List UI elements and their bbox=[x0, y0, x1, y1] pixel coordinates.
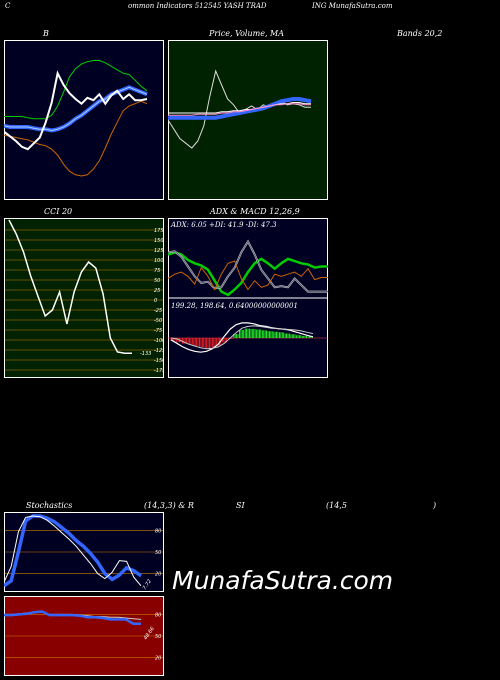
cci-panel: 175 150 125 100 75 50 25 0 -25 -50 -75 -100 -125 -150… bbox=[4, 218, 164, 378]
cci-tick-label: -100 bbox=[154, 338, 164, 344]
title-bands: Bands 20,2 bbox=[397, 29, 443, 38]
rsi-line bbox=[4, 610, 141, 626]
title-rsi-params: (14,5 bbox=[326, 501, 347, 510]
cci-tick-label: -175 bbox=[154, 368, 164, 374]
ma-pink-line bbox=[168, 103, 311, 116]
cci-tick-label: 175 bbox=[154, 228, 164, 234]
adx-panel: ADX: 6.05 +DI: 41.9 -DI: 47.3 199.28, 198… bbox=[168, 218, 328, 378]
title-price: Price, Volume, MA bbox=[209, 29, 285, 38]
cci-tick-label: -25 bbox=[154, 308, 162, 314]
ma-blue-line bbox=[168, 97, 312, 120]
adx-values-text: ADX: 6.05 +DI: 41.9 -DI: 47.3 bbox=[170, 221, 277, 229]
cci-tick-label: 25 bbox=[154, 288, 160, 294]
stochastics-tick-label: 20 bbox=[155, 572, 161, 578]
rsi-tick-label: 80 bbox=[155, 612, 161, 618]
rsi-tick-label: 20 bbox=[155, 656, 161, 662]
title-close-paren: ) bbox=[433, 501, 437, 510]
title-adx: ADX & MACD 12,26,9 bbox=[210, 207, 300, 216]
cci-tick-label: 150 bbox=[154, 238, 164, 244]
title-stoch-params: (14,3,3) & R bbox=[144, 501, 194, 510]
price-panel bbox=[168, 40, 328, 200]
header-right: ING MunafaSutra.com bbox=[312, 2, 393, 10]
signal-line bbox=[170, 325, 314, 350]
plus-di-inner bbox=[168, 240, 328, 292]
stoch-k-line bbox=[4, 515, 142, 587]
macd-values-text: 199.28, 198.64, 0.64000000000001 bbox=[171, 302, 298, 310]
stochastics-last-label: 7.72 bbox=[142, 579, 153, 592]
cci-line bbox=[8, 219, 132, 354]
adx-line bbox=[168, 251, 328, 297]
lower-band-line bbox=[4, 100, 148, 177]
panel-background bbox=[4, 40, 164, 200]
bollinger-panel bbox=[4, 40, 164, 200]
header-mid: ommon Indicators 512545 YASH TRAD bbox=[128, 2, 267, 10]
middle-band-highlight bbox=[4, 86, 148, 132]
cci-tick-label: -75 bbox=[154, 328, 162, 334]
price-line bbox=[4, 70, 148, 151]
cci-tick-label: 75 bbox=[154, 268, 160, 274]
stochastics-tick-label: 80 bbox=[155, 528, 161, 534]
cci-tick-label: 100 bbox=[154, 258, 164, 264]
panel-background bbox=[168, 40, 328, 200]
cci-last-label: -133 bbox=[140, 351, 151, 357]
title-stoch: Stochastics bbox=[26, 501, 73, 510]
stoch-d-line bbox=[4, 514, 143, 588]
panel-background bbox=[4, 218, 164, 378]
cci-tick-label: -150 bbox=[154, 358, 164, 364]
watermark: MunafaSutra.com bbox=[172, 566, 394, 595]
rsi-tick-label: 50 bbox=[155, 634, 161, 640]
title-b: B bbox=[43, 29, 49, 38]
upper-band-line bbox=[4, 60, 148, 120]
minus-di-line bbox=[168, 260, 328, 291]
cci-tick-label: 50 bbox=[154, 278, 160, 284]
stochastics-panel: 80 50 207.72 bbox=[4, 512, 164, 592]
cci-tick-label: 125 bbox=[154, 248, 164, 254]
cci-tick-label: -125 bbox=[154, 348, 164, 354]
cci-tick-label: 0 bbox=[154, 298, 157, 304]
cci-tick-label: -50 bbox=[154, 318, 162, 324]
header-left: C bbox=[5, 2, 11, 10]
stochastics-tick-label: 50 bbox=[155, 550, 161, 556]
title-cci: CCI 20 bbox=[44, 207, 73, 216]
title-si: SI bbox=[236, 501, 245, 510]
